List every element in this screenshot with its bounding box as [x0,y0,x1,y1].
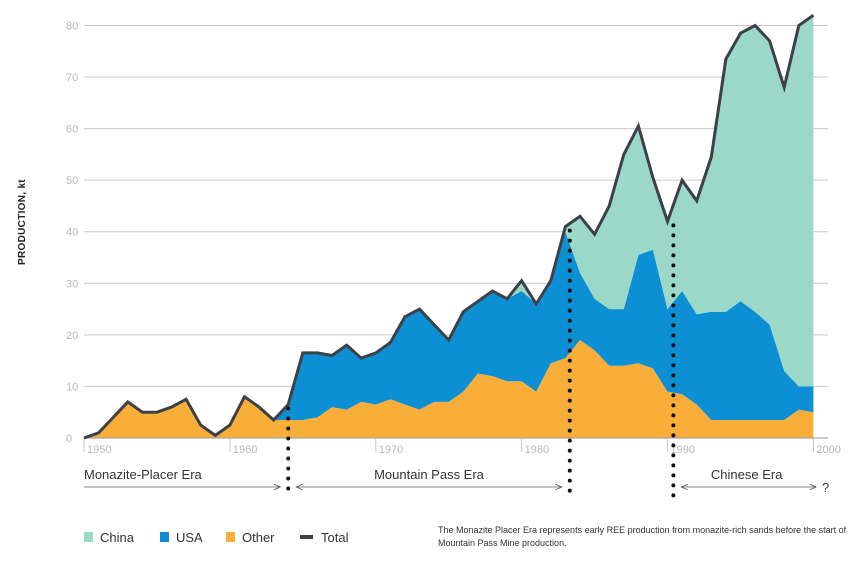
legend-swatch-other [226,532,235,542]
legend-swatch-china [84,532,93,542]
y-axis-ticks: 0 10 20 30 40 50 60 70 80 [66,20,78,445]
y-tick-label: 70 [66,72,78,84]
x-tick-label: 1950 [87,444,111,456]
legend-item-china: China [84,530,135,545]
area-china [84,15,814,438]
era-note: The Monazite Placer Era represents early… [438,525,847,548]
y-tick-label: 60 [66,124,78,136]
era-open-end-mark: ? [822,480,829,495]
stacked-areas [84,15,828,439]
x-tick-label: 1990 [671,444,695,456]
y-tick-label: 0 [66,433,72,445]
legend-item-usa: USA [160,530,203,545]
y-axis-label: PRODUCTION, kt [17,179,28,265]
gridlines [84,24,828,387]
y-tick-label: 50 [66,175,78,187]
x-tick-label: 2000 [816,444,840,456]
legend-label: China [100,530,135,545]
x-tick-label: 1960 [233,444,257,456]
line-total [83,13,815,440]
era-label-2: Mountain Pass Era [374,467,485,482]
legend-label: USA [176,530,203,545]
legend-label: Total [321,530,349,545]
legend-swatch-usa [160,532,169,542]
y-tick-label: 20 [66,330,78,342]
x-axis-ticks: 1950 1960 1970 1980 1990 2000 [83,438,841,456]
era-label-3: Chinese Era [711,467,783,482]
x-tick-label: 1970 [379,444,403,456]
legend-line-total [300,535,313,539]
area-other [84,340,814,438]
legend: China USA Other Total [84,530,349,545]
era-annotations: Monazite-Placer Era Mountain Pass Era Chin… [84,467,829,495]
y-tick-label: 10 [66,381,78,393]
x-tick-label: 1980 [525,444,549,456]
era-dividers [286,223,676,498]
legend-item-other: Other [226,530,275,545]
total-line [83,13,815,440]
y-tick-label: 40 [66,227,78,239]
y-tick-label: 80 [66,20,78,32]
y-tick-label: 30 [66,278,78,290]
area-usa [84,231,814,438]
era-label-1: Monazite-Placer Era [84,467,203,482]
legend-item-total: Total [300,530,349,545]
legend-label: Other [242,530,275,545]
